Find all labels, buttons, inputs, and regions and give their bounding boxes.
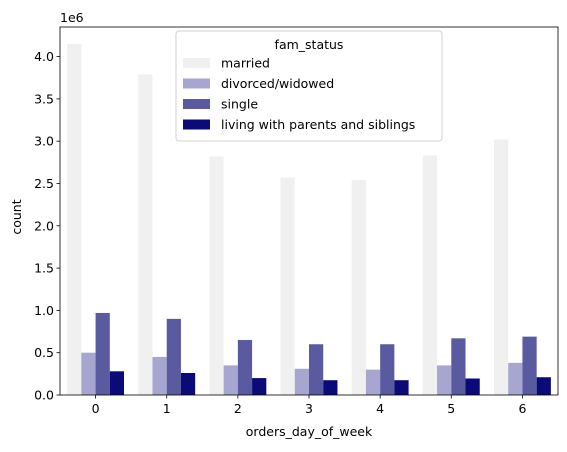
bar-single-day-6 [522,336,537,395]
legend-swatch [183,119,210,130]
legend-swatch [183,58,210,68]
y-tick-label: 2.5 [34,176,54,191]
bar-married-day-0 [67,43,82,396]
bars-layer [67,43,551,396]
bar-married-day-5 [422,155,438,395]
x-tick-label: 1 [163,401,171,416]
legend-swatch [183,99,210,109]
y-tick-label: 2.0 [34,218,54,233]
x-tick-label: 0 [92,401,100,416]
legend-entry-label: married [221,56,270,71]
bar-single-day-1 [166,318,181,395]
bar-divorced-widowed-day-1 [152,356,167,395]
bar-living-with-parents-and-siblings-day-1 [180,373,196,395]
bar-single-day-3 [309,344,324,395]
bar-divorced-widowed-day-6 [508,362,523,395]
bar-living-with-parents-and-siblings-day-4 [394,380,409,395]
bar-married-day-1 [138,74,153,396]
bar-single-day-0 [95,312,110,395]
legend: fam_status married divorced/widowed single… [175,30,443,142]
bar-living-with-parents-and-siblings-day-6 [536,377,551,395]
y-tick-label: 3.0 [34,134,54,149]
legend-title: fam_status [275,37,344,52]
y-tick-label: 1.0 [34,303,54,318]
bar-single-day-4 [380,344,395,395]
bar-living-with-parents-and-siblings-day-3 [323,380,338,395]
bar-divorced-widowed-day-5 [437,365,452,395]
x-tick-label: 3 [305,401,313,416]
x-tick-label: 5 [447,401,455,416]
bar-single-day-2 [237,340,253,395]
bar-divorced-widowed-day-2 [223,365,238,395]
x-axis-label: orders_day_of_week [246,424,373,439]
legend-swatch [183,78,210,89]
y-tick-label: 0.5 [34,345,54,360]
legend-entry-label: divorced/widowed [221,76,334,91]
y-tick-label: 0.0 [34,388,54,403]
y-axis-label: count [9,199,24,234]
bar-living-with-parents-and-siblings-day-2 [252,378,267,395]
bar-married-day-4 [351,180,366,395]
bar-single-day-5 [451,338,466,395]
y-tick-label: 4.0 [34,49,54,64]
bar-married-day-6 [493,139,509,395]
legend-box [175,30,443,142]
bar-divorced-widowed-day-3 [294,368,309,395]
y-tick-label: 3.5 [34,91,54,106]
y-tick-label: 1.5 [34,261,54,276]
x-tick-label: 6 [518,401,526,416]
legend-entry-label: living with parents and siblings [221,117,415,132]
x-tick-label: 2 [234,401,242,416]
bar-divorced-widowed-day-4 [365,369,381,395]
bar-divorced-widowed-day-0 [81,352,96,395]
bar-married-day-3 [280,177,295,395]
bar-living-with-parents-and-siblings-day-0 [109,371,125,395]
axes-layer: 0.0 0.5 1.0 1.5 2.0 2.5 3.0 3.5 4.0 0 1 2 3 4 5 6 [34,26,559,416]
x-tick-label: 4 [376,401,384,416]
bar-married-day-2 [209,156,224,395]
bar-living-with-parents-and-siblings-day-5 [465,378,480,395]
legend-entry-label: single [221,97,258,112]
y-offset-text: 1e6 [60,10,84,25]
